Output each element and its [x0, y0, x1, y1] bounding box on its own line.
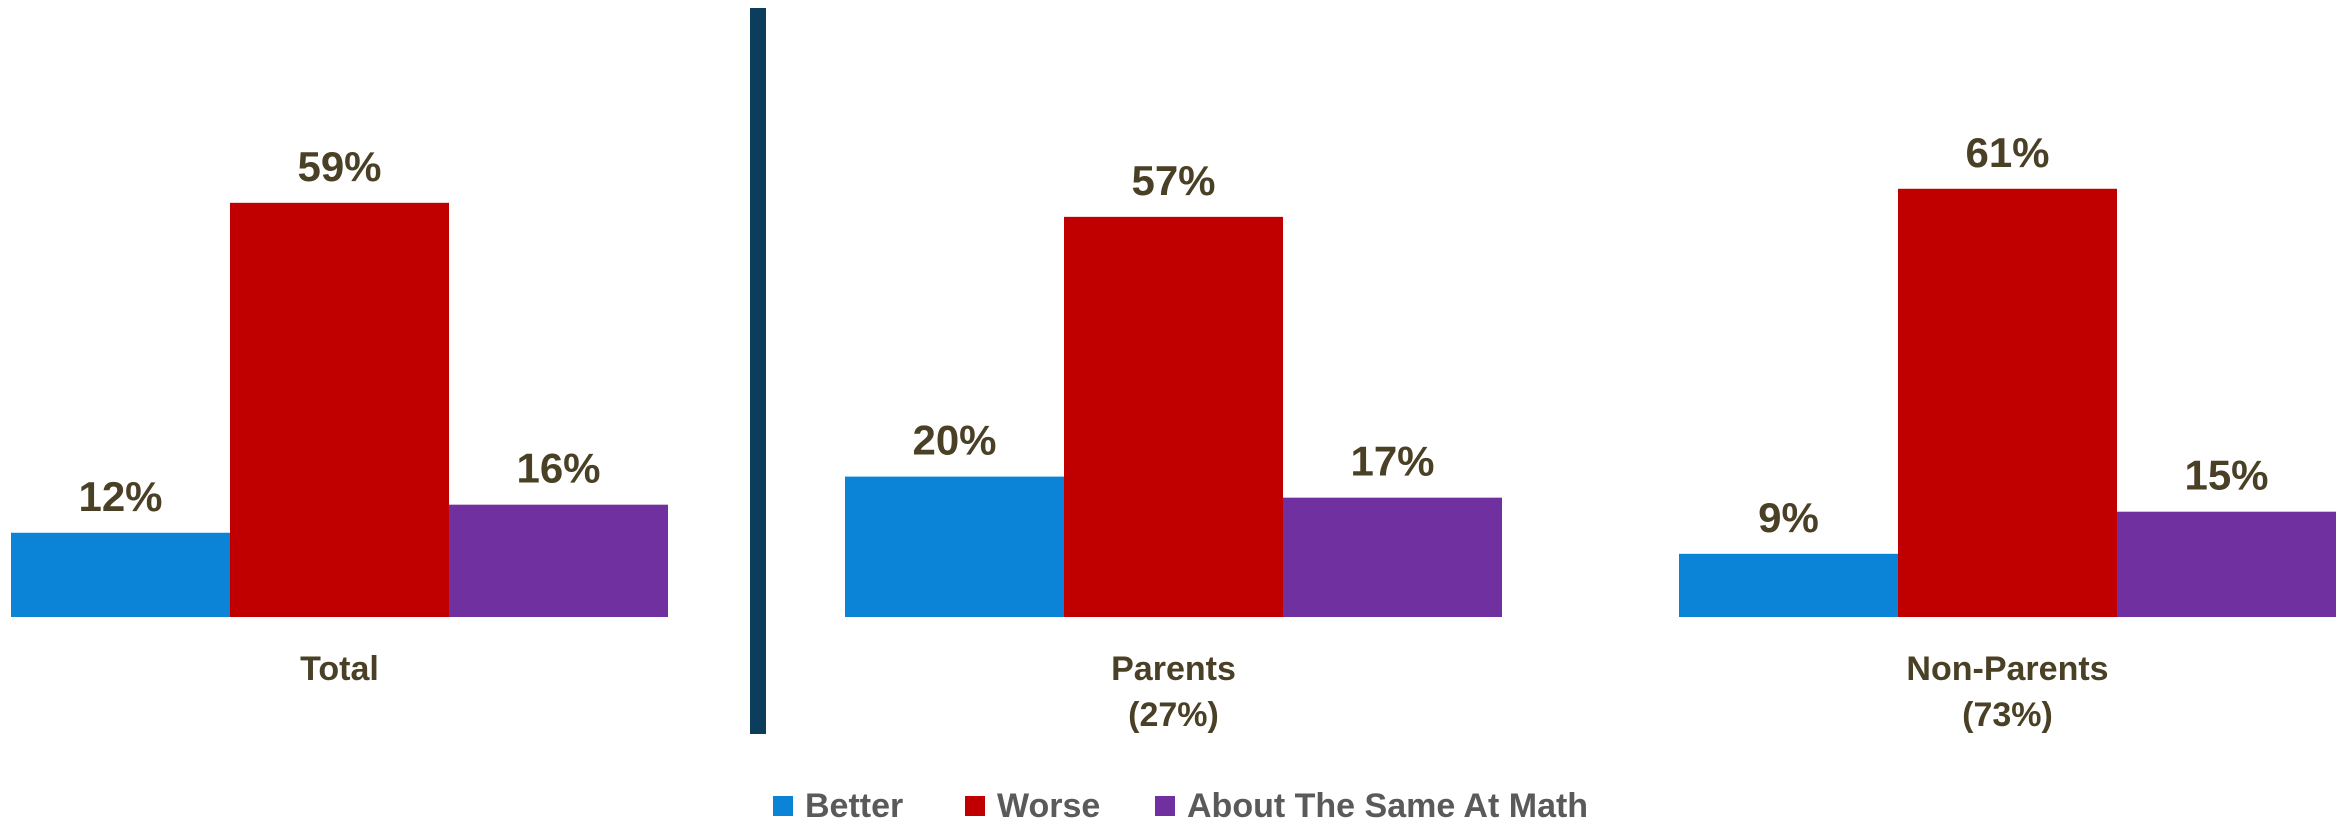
- bar-non-parents-better: [1679, 553, 1898, 617]
- value-label: 57%: [1131, 157, 1215, 204]
- value-label: 61%: [1965, 129, 2049, 176]
- bar-total-about-the-same-at-math: [449, 504, 668, 617]
- bar-parents-worse: [1064, 216, 1283, 618]
- legend-swatch: [965, 796, 985, 816]
- value-label: 59%: [297, 143, 381, 190]
- bar-parents-better: [845, 476, 1064, 617]
- bar-non-parents-about-the-same-at-math: [2117, 511, 2336, 617]
- value-label: 17%: [1350, 438, 1434, 485]
- legend-swatch: [773, 796, 793, 816]
- category-label: Non-Parents: [1906, 650, 2108, 688]
- bar-parents-about-the-same-at-math: [1283, 497, 1502, 617]
- value-label: 20%: [912, 417, 996, 464]
- value-label: 16%: [516, 445, 600, 492]
- bar-total-worse: [230, 202, 449, 617]
- legend: Better Worse About The Same At Math: [773, 787, 1588, 823]
- group-divider: [750, 8, 766, 734]
- category-sublabel: (27%): [1128, 696, 1219, 734]
- legend-label: Better: [805, 787, 903, 823]
- bars-layer: [11, 188, 2336, 618]
- bar-non-parents-worse: [1898, 188, 2117, 617]
- value-label: 15%: [2184, 452, 2268, 499]
- category-label: Total: [300, 650, 379, 688]
- category-labels-layer: Total Parents (27%) Non-Parents (73%): [300, 650, 2108, 734]
- value-label: 12%: [78, 473, 162, 520]
- value-label: 9%: [1758, 494, 1819, 541]
- category-label: Parents: [1111, 650, 1236, 688]
- category-sublabel: (73%): [1962, 696, 2053, 734]
- bar-total-better: [11, 532, 230, 617]
- legend-swatch: [1155, 796, 1175, 816]
- value-labels-layer: 12% 59% 16% 20% 57% 17% 9% 61% 15%: [78, 129, 2268, 541]
- legend-label: Worse: [997, 787, 1100, 823]
- legend-label: About The Same At Math: [1187, 787, 1588, 823]
